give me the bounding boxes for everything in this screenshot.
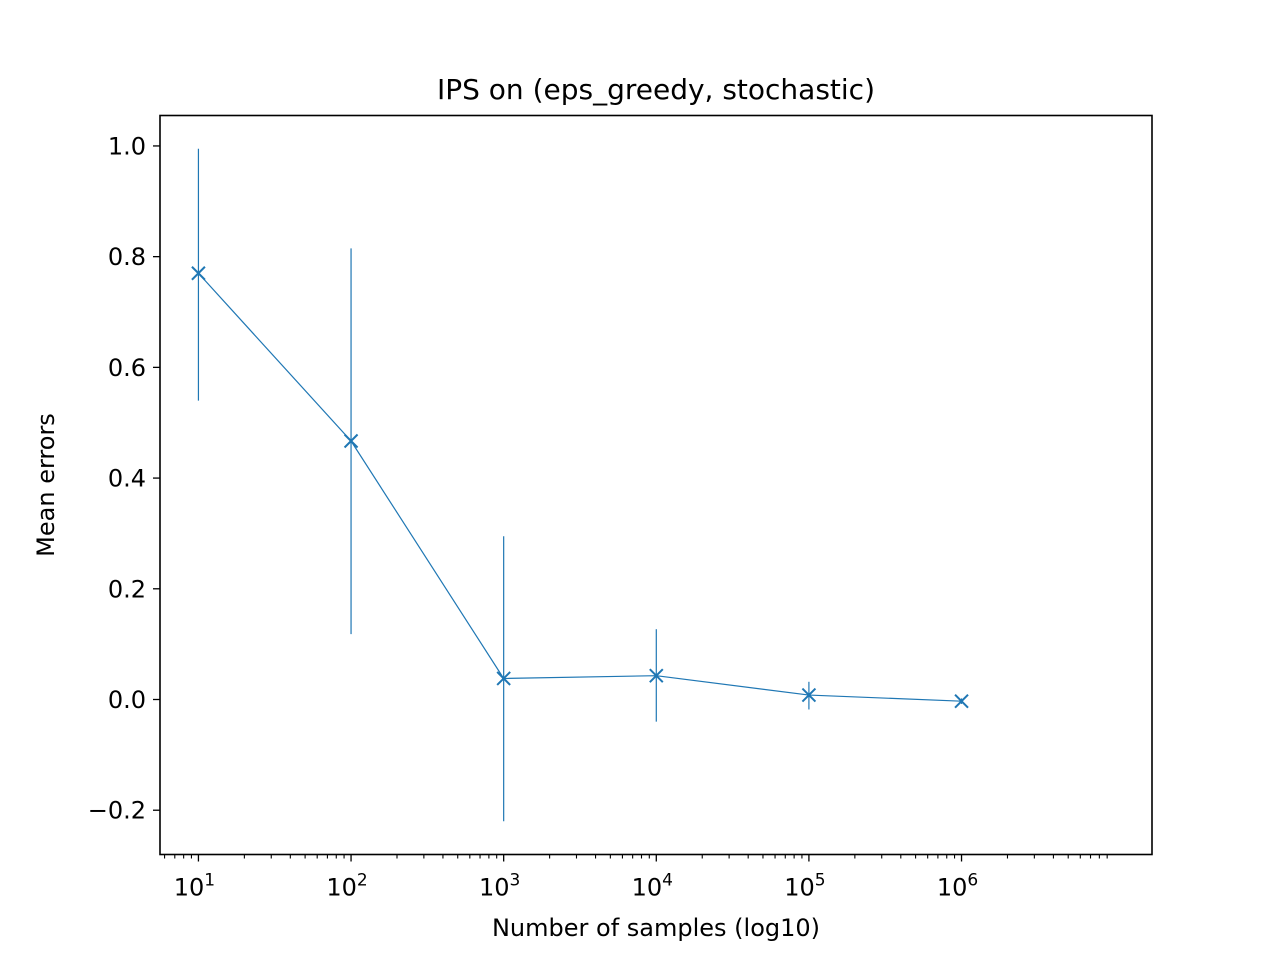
y-axis-label: Mean errors [32,413,60,557]
x-marker-stroke [496,671,511,686]
x-marker [496,671,511,686]
x-marker-stroke [649,668,664,683]
y-tick-label: 0.8 [108,243,146,271]
x-marker-stroke [801,687,817,703]
x-tick-label: 104 [632,871,673,902]
series-line-group [197,272,962,702]
y-tick-label: 0.0 [108,686,146,714]
x-tick-label: 102 [326,871,367,902]
x-axis-label: Number of samples (log10) [492,914,820,942]
plot-frame [159,114,1153,856]
x-tick-label: 105 [784,871,825,902]
x-tick-label: 101 [174,871,215,902]
x-tick-label: 106 [937,871,978,902]
x-tick-label: 103 [479,871,520,902]
chart-title: IPS on (eps_greedy, stochastic) [437,73,875,106]
x-marker-stroke [343,433,359,449]
x-marker [343,433,359,449]
series-line [197,272,962,702]
y-tick-label: 0.6 [108,354,146,382]
x-marker [191,266,206,281]
x-marker-stroke [191,266,206,281]
x-marker [954,693,969,709]
x-marker [801,687,817,703]
data-markers [191,266,969,709]
x-marker [649,668,664,683]
y-tick-label: 0.2 [108,575,146,603]
x-marker-stroke [954,693,969,709]
y-tick-label: −0.2 [88,797,146,825]
y-axis-ticks: −0.2 0.0 0.2 0.4 0.6 0.8 1.0 [88,132,160,825]
y-tick-label: 0.4 [108,465,146,493]
y-tick-label: 1.0 [108,132,146,160]
x-axis-ticks: 101 102 103 104 105 106 [174,854,978,902]
